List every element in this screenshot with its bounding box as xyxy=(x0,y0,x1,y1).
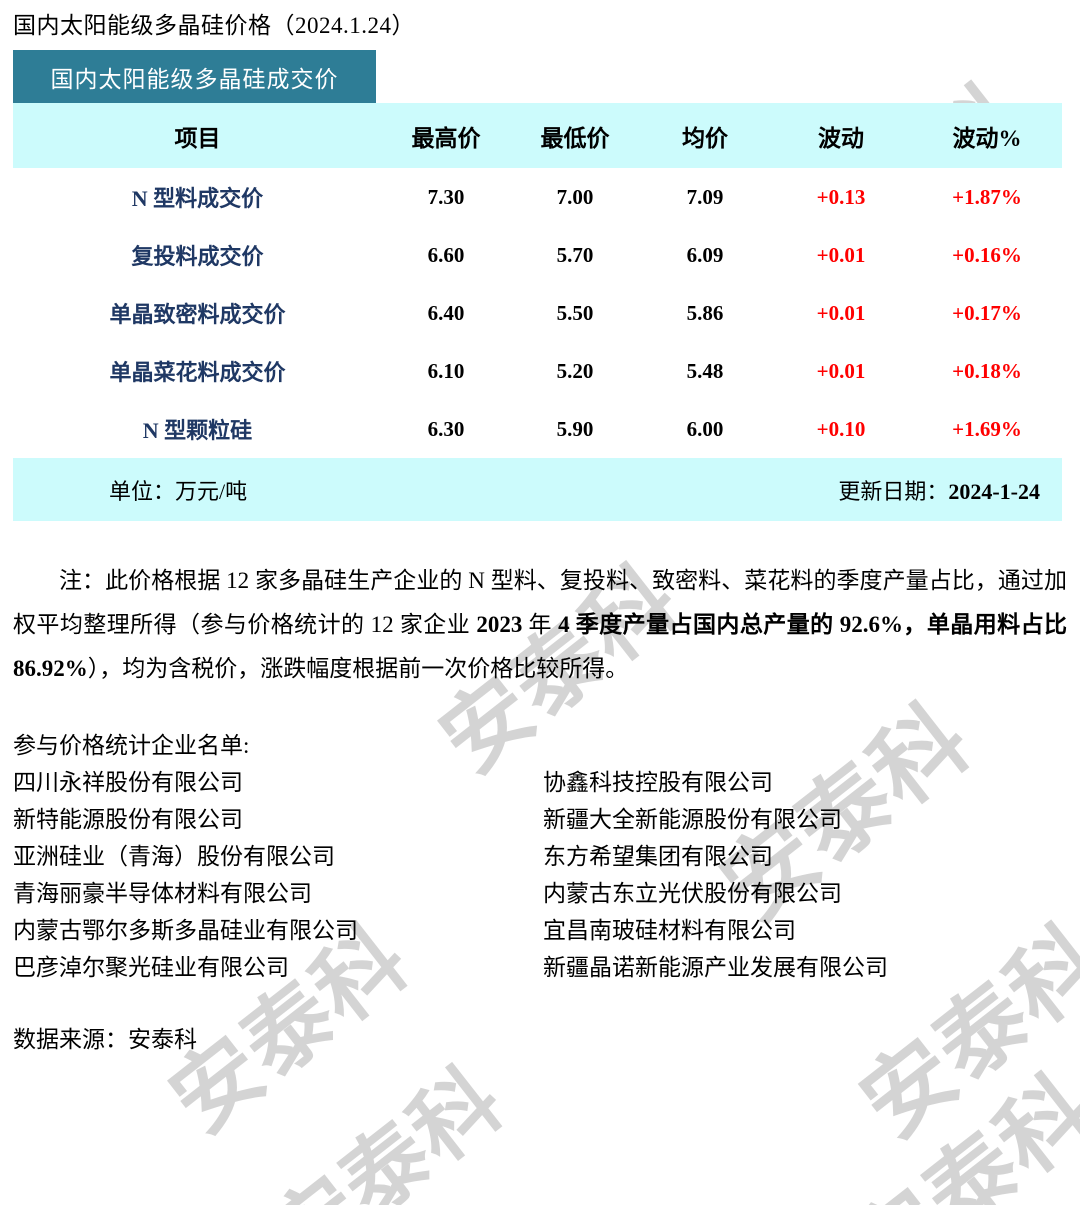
table-row: 复投料成交价 6.60 5.70 6.09 +0.01 +0.16% xyxy=(13,226,1062,284)
row-item-label: N 型颗粒硅 xyxy=(13,400,382,458)
row-change-pct-value: +0.16% xyxy=(912,226,1062,284)
table-header: 项目 最高价 最低价 均价 波动 波动% xyxy=(13,103,1062,168)
list-item: 协鑫科技控股有限公司 xyxy=(543,770,773,795)
row-avg-value: 7.09 xyxy=(640,168,770,226)
row-change-pct-value: +1.87% xyxy=(912,168,1062,226)
update-date-cell: 更新日期：2024-1-24 xyxy=(640,458,1062,521)
table-row: 单晶菜花料成交价 6.10 5.20 5.48 +0.01 +0.18% xyxy=(13,342,1062,400)
column-header-low: 最低价 xyxy=(510,103,640,168)
row-low-value: 5.20 xyxy=(510,342,640,400)
row-item-label: 复投料成交价 xyxy=(13,226,382,284)
note-text-part2: 年 xyxy=(522,612,559,637)
table-row: N 型颗粒硅 6.30 5.90 6.00 +0.10 +1.69% xyxy=(13,400,1062,458)
row-high-value: 6.40 xyxy=(382,284,510,342)
list-item: 内蒙古鄂尔多斯多晶硅业有限公司 xyxy=(13,918,358,943)
row-high-value: 6.10 xyxy=(382,342,510,400)
note-text-bold2: 4 季度产量占国内总产量的 92.6%，单晶用料占比 86.92% xyxy=(13,612,1068,681)
list-item: 宜昌南玻硅材料有限公司 xyxy=(543,918,796,943)
row-avg-value: 6.09 xyxy=(640,226,770,284)
row-low-value: 5.70 xyxy=(510,226,640,284)
note-text-part3: ），均为含税价，涨跌幅度根据前一次价格比较所得。 xyxy=(87,656,629,681)
document-page: 国内太阳能级多晶硅价格（2024.1.24） 国内太阳能级多晶硅成交价 项目 最… xyxy=(13,13,1067,1052)
row-change-value: +0.10 xyxy=(770,400,912,458)
row-high-value: 6.30 xyxy=(382,400,510,458)
update-date-label: 更新日期： xyxy=(838,478,949,504)
page-title: 国内太阳能级多晶硅价格（2024.1.24） xyxy=(13,13,415,38)
table-row: N 型料成交价 7.30 7.00 7.09 +0.13 +1.87% xyxy=(13,168,1062,226)
column-header-avg: 均价 xyxy=(640,103,770,168)
table-header-row: 项目 最高价 最低价 均价 波动 波动% xyxy=(13,103,1062,168)
column-header-item: 项目 xyxy=(13,103,382,168)
column-header-change-pct: 波动% xyxy=(912,103,1062,168)
row-change-value: +0.01 xyxy=(770,342,912,400)
row-change-pct-value: +1.69% xyxy=(912,400,1062,458)
row-change-value: +0.13 xyxy=(770,168,912,226)
company-list-title: 参与价格统计企业名单: xyxy=(13,733,250,758)
row-change-value: +0.01 xyxy=(770,226,912,284)
unit-label: 单位：万元/吨 xyxy=(13,458,640,521)
company-list-section: 参与价格统计企业名单: 四川永祥股份有限公司 协鑫科技控股有限公司 新特能源股份… xyxy=(13,727,1067,986)
watermark-text: 安泰科 xyxy=(834,1058,1080,1205)
table-footer: 单位：万元/吨 更新日期：2024-1-24 xyxy=(13,458,1062,521)
list-item: 新疆大全新能源股份有限公司 xyxy=(543,807,842,832)
row-change-pct-value: +0.17% xyxy=(912,284,1062,342)
row-high-value: 6.60 xyxy=(382,226,510,284)
list-item: 青海丽豪半导体材料有限公司 xyxy=(13,881,312,906)
list-item: 巴彦淖尔聚光硅业有限公司 xyxy=(13,955,289,980)
watermark-text: 安泰科 xyxy=(253,1050,521,1205)
price-table-container: 项目 最高价 最低价 均价 波动 波动% N 型料成交价 7.30 7.00 7… xyxy=(13,103,1062,521)
price-table: 项目 最高价 最低价 均价 波动 波动% N 型料成交价 7.30 7.00 7… xyxy=(13,103,1062,521)
row-change-pct-value: +0.18% xyxy=(912,342,1062,400)
table-banner-label: 国内太阳能级多晶硅成交价 xyxy=(13,50,376,103)
column-header-change: 波动 xyxy=(770,103,912,168)
note-text-bold1: 2023 xyxy=(476,612,523,637)
list-item: 东方希望集团有限公司 xyxy=(543,844,773,869)
row-low-value: 5.90 xyxy=(510,400,640,458)
row-low-value: 5.50 xyxy=(510,284,640,342)
list-item: 四川永祥股份有限公司 xyxy=(13,770,243,795)
row-item-label: 单晶菜花料成交价 xyxy=(13,342,382,400)
note-text-part1: 注：此价格根据 12 家多晶硅生产企业的 N 型料、复投料、致密料、菜花料的季度… xyxy=(13,568,1067,637)
list-item: 亚洲硅业（青海）股份有限公司 xyxy=(13,844,335,869)
table-body: N 型料成交价 7.30 7.00 7.09 +0.13 +1.87% 复投料成… xyxy=(13,168,1062,458)
update-date-value: 2024-1-24 xyxy=(948,478,1040,504)
list-item: 新疆晶诺新能源产业发展有限公司 xyxy=(543,955,888,980)
row-item-label: 单晶致密料成交价 xyxy=(13,284,382,342)
note-paragraph: 注：此价格根据 12 家多晶硅生产企业的 N 型料、复投料、致密料、菜花料的季度… xyxy=(13,559,1067,691)
row-change-value: +0.01 xyxy=(770,284,912,342)
company-grid: 四川永祥股份有限公司 协鑫科技控股有限公司 新特能源股份有限公司 新疆大全新能源… xyxy=(13,764,1067,986)
table-footer-row: 单位：万元/吨 更新日期：2024-1-24 xyxy=(13,458,1062,521)
data-source-label: 数据来源：安泰科 xyxy=(13,1027,197,1052)
row-low-value: 7.00 xyxy=(510,168,640,226)
row-item-label: N 型料成交价 xyxy=(13,168,382,226)
list-item: 内蒙古东立光伏股份有限公司 xyxy=(543,881,842,906)
row-high-value: 7.30 xyxy=(382,168,510,226)
row-avg-value: 5.86 xyxy=(640,284,770,342)
table-row: 单晶致密料成交价 6.40 5.50 5.86 +0.01 +0.17% xyxy=(13,284,1062,342)
list-item: 新特能源股份有限公司 xyxy=(13,807,243,832)
row-avg-value: 6.00 xyxy=(640,400,770,458)
column-header-high: 最高价 xyxy=(382,103,510,168)
row-avg-value: 5.48 xyxy=(640,342,770,400)
